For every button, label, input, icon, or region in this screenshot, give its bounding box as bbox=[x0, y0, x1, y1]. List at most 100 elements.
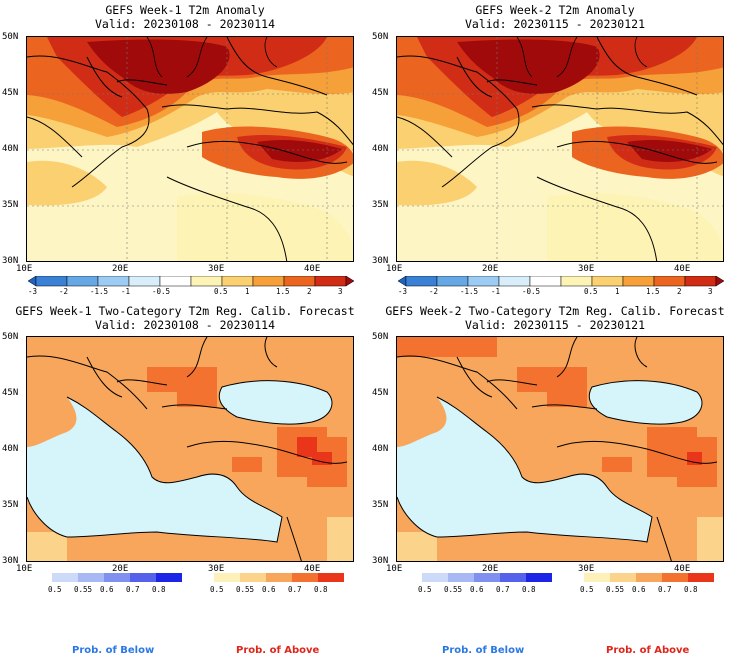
lat-label-45n: 45N bbox=[372, 88, 389, 98]
colorbar-swatch bbox=[422, 573, 448, 582]
colorbar-tick-label: 3 bbox=[708, 287, 713, 296]
lon-label-30e: 30E bbox=[578, 564, 595, 574]
colorbar-swatch bbox=[156, 573, 182, 582]
colorbar-tick-label: 0.7 bbox=[496, 585, 510, 594]
lat-label-35n: 35N bbox=[372, 500, 389, 510]
panel-title: GEFS Week-2 T2m Anomaly bbox=[475, 3, 635, 17]
colorbar-swatches bbox=[584, 573, 714, 582]
colorbar-tick-label: -3 bbox=[398, 287, 408, 296]
colorbar-tick-label: 0.5 bbox=[48, 585, 62, 594]
lon-label-10e: 10E bbox=[16, 264, 33, 274]
colorbar-tick-label: -1 bbox=[121, 287, 131, 296]
colorbar-tick-label: -2 bbox=[429, 287, 439, 296]
lat-label-40n: 40N bbox=[2, 144, 19, 154]
colorbar-tick-label: 0.8 bbox=[522, 585, 536, 594]
anomaly-map bbox=[26, 36, 354, 262]
colorbar-swatch bbox=[66, 276, 99, 287]
colorbar-tick-label: 1.5 bbox=[276, 287, 290, 296]
lat-label-50n: 50N bbox=[2, 332, 19, 342]
lat-label-35n: 35N bbox=[2, 500, 19, 510]
colorbar-swatch bbox=[283, 276, 316, 287]
probability-map bbox=[26, 336, 354, 562]
lon-label-10e: 10E bbox=[16, 564, 33, 574]
colorbar-swatch bbox=[292, 573, 318, 582]
lon-label-40e: 40E bbox=[304, 264, 321, 274]
colorbar-swatch bbox=[715, 276, 724, 287]
colorbar-swatch bbox=[266, 573, 292, 582]
anomaly-colorbar: -3 -2 -1.5 -1 -0.5 0.5 1 1.5 2 3 bbox=[398, 276, 724, 296]
colorbar-tick-label: 0.55 bbox=[236, 585, 255, 594]
colorbar-swatch bbox=[529, 276, 562, 287]
anomaly-field bbox=[397, 37, 723, 261]
colorbar-tick-label: 0.7 bbox=[288, 585, 302, 594]
colorbar-tick-label: 0.5 bbox=[210, 585, 224, 594]
colorbar-swatch bbox=[28, 276, 37, 287]
colorbar-swatch bbox=[688, 573, 714, 582]
colorbar-swatch bbox=[662, 573, 688, 582]
panel-valid-date: Valid: 20230115 - 20230121 bbox=[464, 318, 645, 332]
colorbar-tick-label: -0.5 bbox=[152, 287, 171, 296]
colorbar-tick-label: 0.5 bbox=[214, 287, 228, 296]
colorbar-tick-label: 0.8 bbox=[684, 585, 698, 594]
colorbar-swatch bbox=[636, 573, 662, 582]
colorbar-swatch bbox=[684, 276, 717, 287]
colorbar-swatches bbox=[28, 276, 354, 287]
colorbar-swatch bbox=[610, 573, 636, 582]
panel-week2-anomaly: GEFS Week-2 T2m Anomaly Valid: 20230115 … bbox=[370, 0, 740, 300]
probability-field bbox=[397, 337, 723, 561]
colorbar-tick-label: 0.6 bbox=[470, 585, 484, 594]
lon-label-30e: 30E bbox=[208, 564, 225, 574]
anomaly-colorbar: -3 -2 -1.5 -1 -0.5 0.5 1 1.5 2 3 bbox=[28, 276, 354, 296]
colorbar-swatch bbox=[526, 573, 552, 582]
colorbar-swatch bbox=[398, 276, 407, 287]
colorbar-swatch bbox=[436, 276, 469, 287]
lat-label-40n: 40N bbox=[372, 144, 389, 154]
anomaly-map bbox=[396, 36, 724, 262]
colorbar-swatch bbox=[52, 573, 78, 582]
colorbar-swatch bbox=[584, 573, 610, 582]
panel-title: GEFS Week-1 Two-Category T2m Reg. Calib.… bbox=[15, 304, 355, 318]
colorbar-swatch bbox=[405, 276, 438, 287]
lat-label-30n: 30N bbox=[2, 556, 19, 566]
colorbar-tick-label: 3 bbox=[338, 287, 343, 296]
colorbar-swatches bbox=[398, 276, 724, 287]
colorbar-tick-label: 0.7 bbox=[658, 585, 672, 594]
panel-title: GEFS Week-2 Two-Category T2m Reg. Calib.… bbox=[385, 304, 725, 318]
colorbar-tick-label: 0.6 bbox=[100, 585, 114, 594]
lon-label-40e: 40E bbox=[304, 564, 321, 574]
lat-label-50n: 50N bbox=[372, 332, 389, 342]
lon-label-20e: 20E bbox=[112, 564, 129, 574]
panel-title: GEFS Week-1 T2m Anomaly bbox=[105, 3, 265, 17]
lon-label-30e: 30E bbox=[578, 264, 595, 274]
lat-label-45n: 45N bbox=[2, 388, 19, 398]
colorbar-swatch bbox=[448, 573, 474, 582]
panel-week1-anomaly: GEFS Week-1 T2m Anomaly Valid: 20230108 … bbox=[0, 0, 370, 300]
colorbar-tick-label: 0.6 bbox=[262, 585, 276, 594]
lat-label-50n: 50N bbox=[372, 32, 389, 42]
colorbar-tick-label: -1.5 bbox=[460, 287, 479, 296]
lon-label-40e: 40E bbox=[674, 564, 691, 574]
prob-below-label: Prob. of Below bbox=[72, 645, 155, 656]
lon-label-40e: 40E bbox=[674, 264, 691, 274]
lon-label-20e: 20E bbox=[482, 564, 499, 574]
colorbar-tick-label: 0.6 bbox=[632, 585, 646, 594]
colorbar-swatch bbox=[240, 573, 266, 582]
panel-valid-date: Valid: 20230115 - 20230121 bbox=[464, 17, 645, 31]
probability-map bbox=[396, 336, 724, 562]
prob-above-label: Prob. of Above bbox=[236, 645, 320, 656]
colorbar-tick-label: -1 bbox=[491, 287, 501, 296]
lon-label-20e: 20E bbox=[482, 264, 499, 274]
lon-label-20e: 20E bbox=[112, 264, 129, 274]
above-colorbar: 0.5 0.55 0.6 0.7 0.8 bbox=[210, 573, 344, 595]
lat-label-35n: 35N bbox=[2, 200, 19, 210]
colorbar-tick-label: 2 bbox=[307, 287, 312, 296]
above-colorbar: 0.5 0.55 0.6 0.7 0.8 bbox=[580, 573, 714, 595]
lat-label-30n: 30N bbox=[372, 256, 389, 266]
colorbar-tick-label: 0.7 bbox=[126, 585, 140, 594]
colorbar-swatch bbox=[190, 276, 223, 287]
colorbar-tick-label: 0.55 bbox=[74, 585, 93, 594]
colorbar-swatch bbox=[159, 276, 192, 287]
colorbar-swatches bbox=[214, 573, 344, 582]
colorbar-swatches bbox=[422, 573, 552, 582]
panel-week1-probability: GEFS Week-1 Two-Category T2m Reg. Calib.… bbox=[0, 300, 370, 610]
